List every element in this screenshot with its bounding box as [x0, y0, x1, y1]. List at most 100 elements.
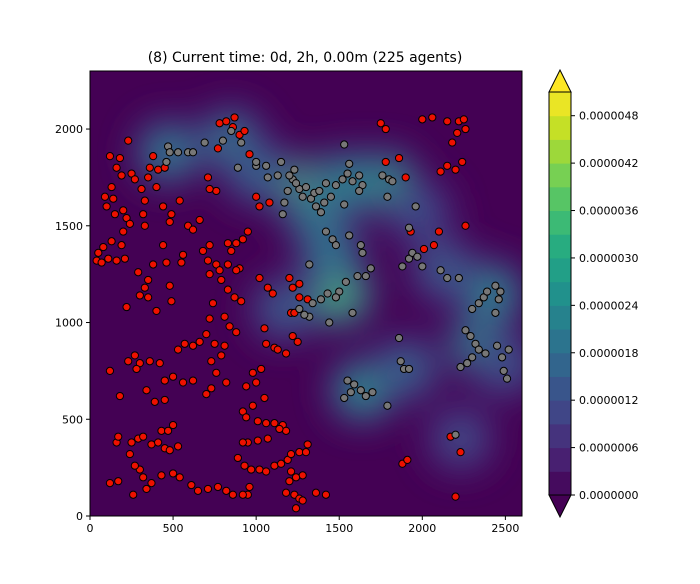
agent-point: [348, 177, 357, 186]
agent-point: [499, 366, 508, 375]
agent-point: [144, 173, 153, 182]
agent-point: [97, 258, 106, 267]
agent-point: [114, 477, 123, 486]
agent-point: [160, 376, 169, 385]
agent-point: [321, 490, 331, 499]
agent-point: [225, 322, 234, 331]
colorbar-segment: [549, 376, 571, 401]
colorbar-tick-label: 0.0000006: [579, 442, 639, 455]
agent-point: [463, 359, 472, 368]
agent-point: [94, 248, 103, 257]
agent-point: [245, 150, 254, 159]
agent-point: [140, 221, 149, 230]
agent-point: [124, 136, 133, 145]
agent-point: [105, 152, 115, 161]
colorbar-extend-max: [548, 68, 572, 93]
agent-point: [286, 467, 296, 476]
agent-point: [323, 289, 332, 298]
agent-point: [188, 148, 198, 157]
agent-point: [305, 260, 314, 269]
agent-point: [165, 148, 174, 157]
agent-point: [388, 177, 397, 186]
agent-point: [295, 304, 304, 314]
agent-point: [119, 227, 128, 236]
colorbar-segment: [549, 115, 571, 140]
agent-point: [358, 248, 367, 257]
agent-point: [237, 297, 246, 306]
agent-point: [163, 426, 173, 435]
agent-point: [268, 289, 277, 298]
agent-point: [195, 337, 204, 346]
agent-point: [159, 202, 168, 211]
agent-point: [291, 473, 301, 482]
agent-point: [203, 256, 213, 265]
agent-point: [281, 349, 291, 358]
agent-point: [295, 279, 304, 288]
agent-point: [474, 345, 483, 354]
agent-point: [112, 163, 121, 172]
agent-point: [378, 171, 387, 180]
colorbar-segment: [549, 139, 571, 164]
agent-point: [270, 419, 279, 428]
agent-point: [130, 351, 139, 360]
agent-point: [145, 163, 154, 172]
agent-point: [110, 210, 120, 219]
agent-point: [205, 314, 214, 323]
agent-point: [253, 436, 262, 445]
agent-point: [149, 152, 158, 161]
agent-point: [212, 368, 221, 377]
agent-point: [125, 219, 134, 228]
agent-point: [413, 252, 422, 261]
agent-point: [233, 163, 242, 172]
agent-point: [240, 126, 249, 136]
agent-point: [262, 419, 271, 428]
agent-point: [238, 438, 247, 447]
agent-point: [115, 153, 125, 163]
agent-point: [443, 161, 452, 170]
agent-point: [230, 293, 239, 302]
agent-point: [419, 244, 429, 254]
agent-point: [147, 440, 156, 449]
agent-point: [252, 192, 261, 201]
field-blob: [317, 241, 344, 268]
agent-point: [220, 312, 229, 321]
y-tick-label: 2000: [55, 123, 83, 136]
agent-point: [311, 202, 321, 211]
agent-point: [436, 266, 445, 275]
agent-point: [165, 446, 174, 455]
agent-point: [494, 295, 503, 304]
colorbar-segment: [549, 257, 571, 283]
agent-point: [316, 295, 326, 304]
colorbar-segment: [549, 329, 571, 354]
agent-point: [223, 285, 233, 294]
agent-point: [140, 283, 149, 292]
agent-point: [177, 258, 186, 267]
agent-point: [383, 401, 392, 410]
colorbar-segment: [549, 92, 571, 117]
agent-point: [109, 194, 118, 203]
agent-point: [288, 283, 297, 292]
agent-point: [301, 182, 311, 192]
agent-point: [149, 260, 158, 269]
agent-point: [343, 376, 352, 385]
agent-point: [428, 113, 437, 122]
agent-point: [263, 173, 272, 182]
agent-point: [303, 440, 312, 449]
colorbar-tick-label: 0.0000048: [579, 110, 639, 123]
agent-point: [340, 200, 349, 209]
agent-point: [142, 484, 151, 494]
agent-point: [115, 391, 125, 401]
colorbar-segment: [549, 163, 571, 188]
agent-point: [356, 241, 365, 250]
agent-point: [311, 488, 321, 497]
agent-point: [242, 413, 251, 422]
agent-point: [144, 275, 153, 285]
agent-point: [187, 480, 196, 490]
agent-point: [418, 115, 427, 124]
agent-point: [361, 271, 370, 281]
agent-point: [285, 477, 294, 486]
agent-point: [220, 341, 229, 350]
agent-point: [238, 235, 247, 244]
agent-point: [275, 424, 284, 434]
